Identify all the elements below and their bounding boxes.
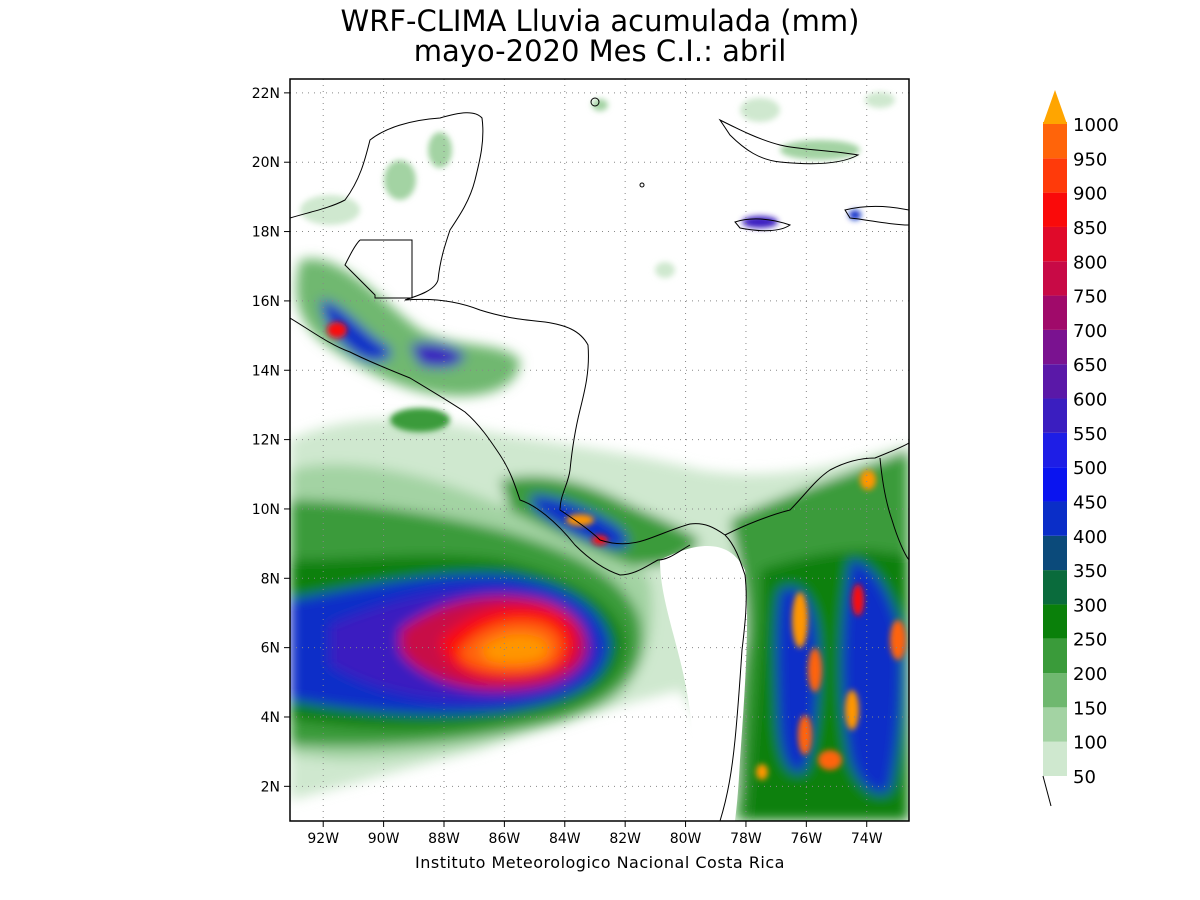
colorbar-label: 750 — [1073, 287, 1107, 308]
colorbar-label: 900 — [1073, 184, 1107, 205]
lon-tick-label: 74W — [851, 831, 883, 847]
longitude-axis: 92W 90W 88W 86W 84W 82W 80W 78W 76W 74W — [307, 821, 883, 847]
colorbar-label: 350 — [1073, 561, 1107, 582]
colorbar-box — [1043, 192, 1067, 227]
lat-tick-label: 14N — [252, 363, 280, 379]
lat-tick-label: 6N — [261, 641, 280, 657]
colorbar-legend: 50 100 150 200 250 300 350 400 450 500 550 600 650 70… — [1042, 90, 1119, 807]
colorbar-label: 700 — [1073, 321, 1107, 342]
latitude-axis: 2N 4N 6N 8N 10N 12N 14N 16N 18N 20N 22N — [252, 86, 290, 795]
lat-tick-label: 12N — [252, 433, 280, 449]
colorbar-overflow-arrow — [1043, 90, 1067, 124]
lon-tick-label: 82W — [609, 831, 641, 847]
colorbar-box — [1043, 226, 1067, 262]
lat-tick-label: 22N — [252, 86, 280, 102]
colorbar-label: 50 — [1073, 767, 1096, 788]
colorbar-box — [1043, 432, 1067, 468]
map-title-line-1: WRF-CLIMA Lluvia acumulada (mm) — [340, 4, 860, 38]
lon-tick-label: 92W — [307, 831, 339, 847]
colorbar-label: 950 — [1073, 149, 1107, 170]
colorbar-label: 300 — [1073, 595, 1107, 616]
institution-credit: Instituto Meteorologico Nacional Costa R… — [415, 853, 785, 872]
precipitation-field — [290, 92, 909, 821]
colorbar-box — [1043, 295, 1067, 330]
colorbar-box — [1043, 570, 1067, 605]
colorbar-label: 550 — [1073, 424, 1107, 445]
coastlines — [290, 97, 909, 821]
colorbar-label: 1000 — [1073, 115, 1119, 136]
colorbar-box — [1043, 741, 1067, 776]
colorbar-label: 250 — [1073, 630, 1107, 651]
lon-tick-label: 86W — [489, 831, 521, 847]
lat-tick-label: 16N — [252, 294, 280, 310]
lat-tick-label: 4N — [261, 710, 280, 726]
colorbar-box — [1043, 364, 1067, 399]
map-gridlines — [290, 79, 909, 821]
lon-tick-label: 84W — [549, 831, 581, 847]
lon-tick-label: 90W — [368, 831, 400, 847]
colorbar-label: 150 — [1073, 698, 1107, 719]
colorbar-box — [1043, 501, 1067, 536]
lon-tick-label: 80W — [670, 831, 702, 847]
map-frame — [289, 78, 910, 822]
lat-tick-label: 8N — [261, 571, 280, 587]
colorbar-box — [1043, 329, 1067, 365]
colorbar-label: 650 — [1073, 355, 1107, 376]
lon-tick-label: 78W — [730, 831, 762, 847]
colorbar-label: 100 — [1073, 733, 1107, 754]
colorbar-box — [1043, 604, 1067, 639]
colorbar-box — [1043, 261, 1067, 296]
lon-tick-label: 76W — [791, 831, 823, 847]
lat-tick-label: 20N — [252, 155, 280, 171]
colorbar-box — [1043, 158, 1067, 193]
colorbar-box — [1043, 535, 1067, 571]
colorbar-box — [1043, 638, 1067, 674]
lat-tick-label: 2N — [261, 779, 280, 795]
colorbar-box — [1043, 467, 1067, 502]
colorbar-label: 450 — [1073, 492, 1107, 513]
colorbar-label: 200 — [1073, 664, 1107, 685]
map-frame-content — [290, 79, 909, 821]
colorbar-underflow-mark — [1042, 775, 1052, 807]
lat-tick-label: 10N — [252, 502, 280, 518]
colorbar-box — [1043, 673, 1067, 708]
colorbar-label: 400 — [1073, 527, 1107, 548]
colorbar-label: 600 — [1073, 390, 1107, 411]
colorbar-label: 850 — [1073, 218, 1107, 239]
colorbar-box — [1043, 398, 1067, 433]
colorbar-box — [1043, 124, 1067, 159]
lon-tick-label: 88W — [428, 831, 460, 847]
colorbar-label: 800 — [1073, 252, 1107, 273]
colorbar-label: 500 — [1073, 458, 1107, 479]
map-title-line-2: mayo-2020 Mes C.I.: abril — [413, 34, 787, 68]
colorbar-box — [1043, 707, 1067, 742]
lat-tick-label: 18N — [252, 225, 280, 241]
